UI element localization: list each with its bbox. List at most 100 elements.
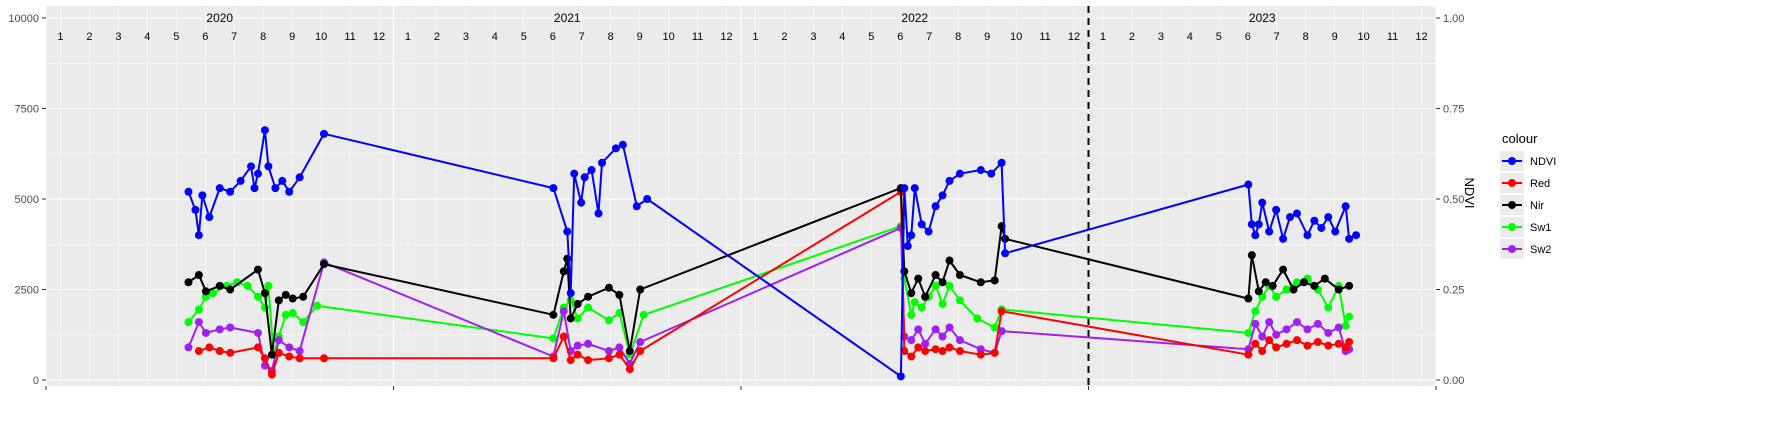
year-labels: 2020 2021 2022 2023 (206, 11, 1276, 25)
data-point-red (295, 354, 304, 363)
data-point-nir (184, 278, 193, 287)
month-label: 2 (434, 31, 440, 43)
data-point-ndvi (247, 162, 256, 171)
month-label: 10 (662, 31, 674, 43)
data-point-sw1 (208, 289, 217, 298)
data-point-red (566, 356, 575, 365)
data-point-red (205, 343, 214, 352)
data-point-sw1 (313, 301, 322, 310)
legend-label: Red (1530, 178, 1550, 190)
data-point-sw1 (1251, 307, 1260, 316)
data-point-ndvi (198, 191, 207, 200)
data-point-sw2 (938, 332, 947, 341)
data-point-ndvi (580, 173, 589, 182)
data-point-ndvi (1345, 234, 1354, 243)
data-point-red (615, 350, 624, 359)
data-point-sw1 (184, 318, 193, 327)
data-point-red (1282, 339, 1291, 348)
data-point-red (907, 352, 916, 361)
month-label: 5 (868, 31, 874, 43)
data-point-ndvi (907, 231, 916, 240)
legend-key-point (1508, 201, 1516, 209)
data-point-red (1334, 339, 1343, 348)
data-point-ndvi (1272, 205, 1281, 214)
month-label: 8 (1303, 31, 1309, 43)
data-point-sw2 (215, 325, 224, 334)
data-point-nir (267, 350, 276, 359)
data-point-nir (945, 256, 954, 265)
data-point-sw1 (973, 314, 982, 323)
data-point-sw1 (955, 296, 964, 305)
data-point-red (584, 356, 593, 365)
data-point-sw1 (573, 314, 582, 323)
data-point-ndvi (577, 198, 586, 207)
data-point-sw1 (907, 310, 916, 319)
data-point-sw1 (243, 281, 252, 290)
data-point-sw1 (253, 292, 262, 301)
legend-key-point (1508, 157, 1516, 165)
data-point-ndvi (910, 184, 919, 193)
data-point-ndvi (278, 176, 287, 185)
data-point-sw2 (914, 325, 923, 334)
data-point-nir (281, 290, 290, 299)
data-point-sw1 (194, 305, 203, 314)
data-point-sw2 (573, 341, 582, 350)
data-point-sw2 (194, 318, 203, 327)
month-label: 3 (115, 31, 121, 43)
month-label: 8 (260, 31, 266, 43)
data-point-red (274, 348, 283, 357)
data-point-red (253, 343, 262, 352)
data-point-nir (1310, 281, 1319, 290)
data-point-nir (907, 289, 916, 298)
data-point-ndvi (1352, 231, 1361, 240)
data-point-sw1 (604, 316, 613, 325)
data-point-ndvi (1251, 231, 1260, 240)
right-axis: 0.00 0.25 0.50 0.75 1.00 NDVI (1436, 13, 1477, 387)
month-label: 5 (173, 31, 179, 43)
data-point-ndvi (931, 202, 940, 211)
data-point-nir (990, 276, 999, 285)
data-point-red (1258, 347, 1267, 356)
month-label: 9 (1332, 31, 1338, 43)
year-label: 2021 (554, 11, 581, 25)
data-point-nir (1345, 281, 1354, 290)
month-label: 11 (1039, 31, 1050, 43)
data-point-red (636, 347, 645, 356)
data-point-nir (938, 278, 947, 287)
data-point-nir (1299, 278, 1308, 287)
left-axis-tick-label: 10000 (8, 13, 39, 25)
data-point-nir (215, 281, 224, 290)
data-point-sw1 (938, 299, 947, 308)
data-point-red (215, 347, 224, 356)
data-point-red (997, 307, 1006, 316)
month-label: 7 (231, 31, 237, 43)
data-point-sw1 (1341, 321, 1350, 330)
data-point-nir (1254, 287, 1263, 296)
data-point-ndvi (566, 289, 575, 298)
data-point-red (1251, 339, 1260, 348)
data-point-sw2 (907, 336, 916, 345)
data-point-ndvi (976, 166, 985, 175)
legend-key-point (1508, 179, 1516, 187)
month-label: 8 (608, 31, 614, 43)
month-label: 10 (1010, 31, 1022, 43)
right-axis-tick-label: 0.50 (1443, 194, 1464, 206)
data-point-ndvi (611, 144, 620, 153)
data-point-sw2 (559, 307, 568, 316)
data-point-nir (299, 292, 308, 301)
data-point-ndvi (955, 169, 964, 178)
month-label: 9 (289, 31, 295, 43)
month-label: 6 (1245, 31, 1251, 43)
right-axis-tick-label: 0.75 (1443, 104, 1464, 116)
data-point-ndvi (320, 129, 328, 138)
data-point-sw2 (921, 339, 930, 348)
data-point-sw1 (299, 318, 308, 327)
data-point-sw2 (1293, 318, 1301, 327)
data-point-red (1303, 341, 1312, 350)
data-point-nir (226, 285, 235, 294)
data-point-nir (1289, 285, 1298, 294)
data-point-sw2 (1251, 319, 1260, 328)
month-label: 2 (86, 31, 92, 43)
month-label: 3 (810, 31, 816, 43)
data-point-ndvi (205, 213, 214, 222)
